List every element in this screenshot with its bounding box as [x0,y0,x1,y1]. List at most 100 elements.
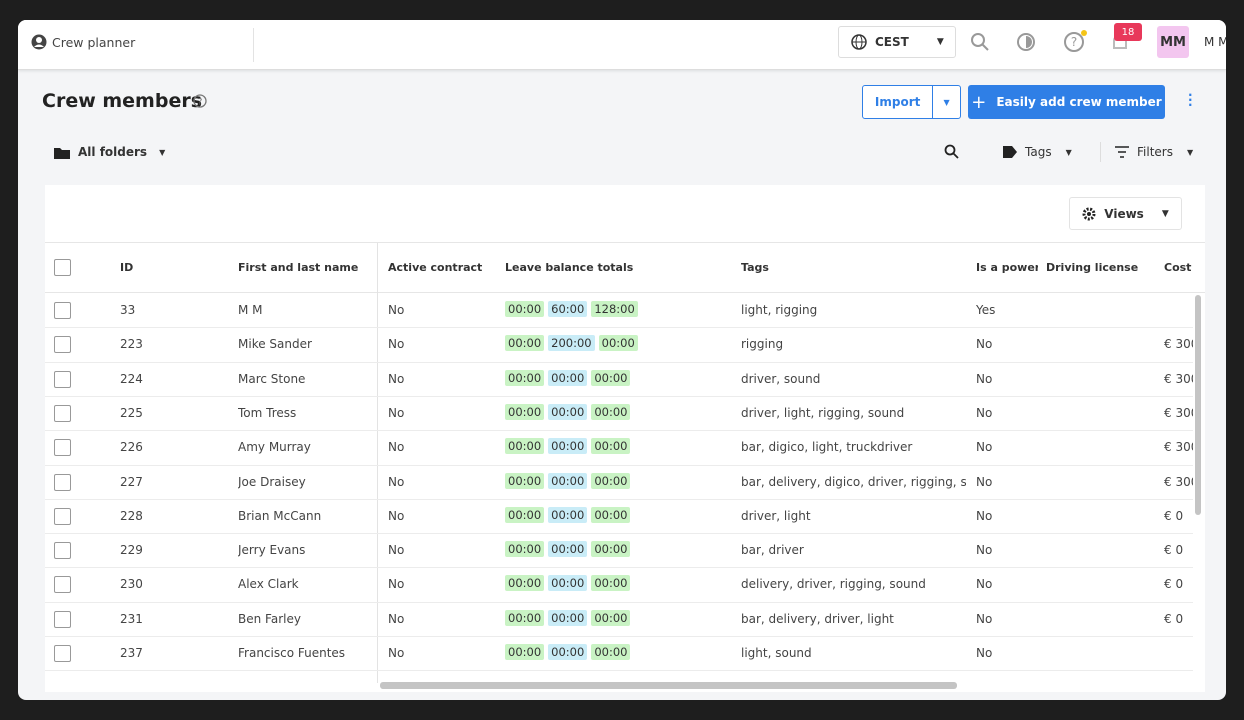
column-header[interactable]: Driving license [1046,261,1139,274]
row-border [45,430,1193,432]
gear-icon [1082,207,1096,220]
active-cell: No [388,440,405,455]
leave-chip: 00:00 [505,609,545,626]
power-cell: Yes [976,303,996,317]
filters-button[interactable]: Filters ▼ [1115,138,1193,166]
leave-chip: 00:00 [505,403,545,420]
leave-cell: 00:00 00:00 00:00 [505,438,735,455]
help-icon[interactable]: ? [193,94,207,108]
divider [1100,142,1101,162]
leave-chip: 00:00 [548,403,588,420]
app-name[interactable]: Crew planner [52,35,136,50]
active-cell: No [388,371,405,386]
import-button[interactable]: Import [874,95,921,109]
name-cell: Brian McCann [238,508,322,523]
tags-cell: driver, sound [741,371,821,386]
leave-chip: 00:00 [591,369,631,386]
name-cell: Marc Stone [238,371,306,386]
row-border [45,498,1193,500]
column-header[interactable]: Leave balance totals [505,261,634,274]
power-cell: No [976,474,993,489]
help-icon[interactable]: ? [1063,30,1089,54]
cost-cell: € 300 [1164,440,1193,455]
checkbox[interactable] [54,610,71,628]
column-header[interactable]: Active contract [388,261,483,274]
checkbox[interactable] [54,404,71,422]
import-menu[interactable]: ▼ [943,97,950,107]
row-border [45,636,1193,637]
column-header[interactable]: Is a power u [976,261,1038,274]
more-menu[interactable]: · · · [1188,88,1193,112]
checkbox[interactable] [54,259,71,276]
column-header[interactable]: Tags [741,261,769,274]
timezone: CEST [875,35,909,49]
column-header[interactable]: ID [120,261,134,274]
tags-label: Tags [1025,145,1052,159]
tags-cell: bar, delivery, driver, light [741,611,894,626]
caret: ▼ [1161,208,1169,219]
leave-chip: 00:00 [548,369,588,386]
leave-cell: 00:00 00:00 00:00 [505,541,735,558]
power-cell: No [976,371,993,386]
id-cell: 224 [120,371,143,386]
checkbox[interactable] [54,473,71,491]
id-cell: 237 [120,646,143,660]
v-scrollbar[interactable] [1195,295,1201,515]
tags-cell: delivery, driver, rigging, sound [741,577,926,592]
plus-icon: + [971,91,987,113]
column-header[interactable]: Cost rate [1164,261,1193,274]
add-button[interactable]: + Easily add crew member [968,85,1165,119]
id-cell: 228 [120,508,143,523]
name-cell: Amy Murray [238,440,311,455]
id-cell: 33 [120,303,136,317]
avatar[interactable]: MM [1157,26,1189,58]
header-border [45,292,1205,293]
checkbox[interactable] [54,302,71,319]
id-cell: 231 [120,611,143,626]
column-header[interactable]: First and last name [238,261,359,274]
cost-cell: € 300 [1164,474,1193,489]
leave-chip: 00:00 [505,301,545,317]
leave-chip: 00:00 [548,575,588,592]
filter-icon [1115,146,1129,158]
tags-filter[interactable]: Tags ▼ [1003,138,1072,166]
leave-chip: 00:00 [548,644,588,660]
top-bar: Crew planner CEST ▼ ? 18 MM M M [18,20,1226,70]
checkbox[interactable] [54,507,71,525]
leave-chip: 00:00 [591,403,631,420]
search-icon[interactable] [970,32,990,52]
h-scrollbar[interactable] [380,682,957,689]
table: ID First and last name Active contract Leav… [45,185,1193,692]
leave-cell: 00:00 00:00 00:00 [505,403,735,420]
tags-cell: bar, delivery, digico, driver, rigging, … [741,474,966,489]
search-icon[interactable] [944,144,960,160]
leave-cell: 00:00 00:00 00:00 [505,609,735,626]
leave-chip: 00:00 [505,541,545,558]
checkbox[interactable] [54,439,71,457]
checkbox[interactable] [54,370,71,388]
row-border [45,464,1193,466]
divider [932,86,934,118]
leave-chip: 00:00 [591,438,631,455]
timezone-select[interactable]: CEST ▼ [838,26,956,58]
leave-chip: 00:00 [505,369,545,386]
views-button[interactable]: Views ▼ [1069,197,1182,230]
import-group: Import ▼ [862,85,961,119]
checkbox[interactable] [54,576,71,594]
leave-chip: 00:00 [505,472,545,489]
table-card: Views ▼ ID First and last name Active contr… [45,185,1205,692]
power-cell: No [976,405,993,420]
checkbox[interactable] [54,542,71,560]
power-cell: No [976,611,993,626]
tag-icon [1003,146,1017,158]
folder-select[interactable]: All folders ▼ [54,138,165,166]
theme-icon[interactable] [1016,32,1036,52]
leave-cell: 00:00 00:00 00:00 [505,644,735,660]
id-cell: 225 [120,405,143,420]
checkbox[interactable] [54,645,71,662]
checkbox[interactable] [54,336,71,354]
leave-chip: 00:00 [591,609,631,626]
id-cell: 229 [120,543,143,558]
cost-cell: € 0 [1164,543,1184,558]
